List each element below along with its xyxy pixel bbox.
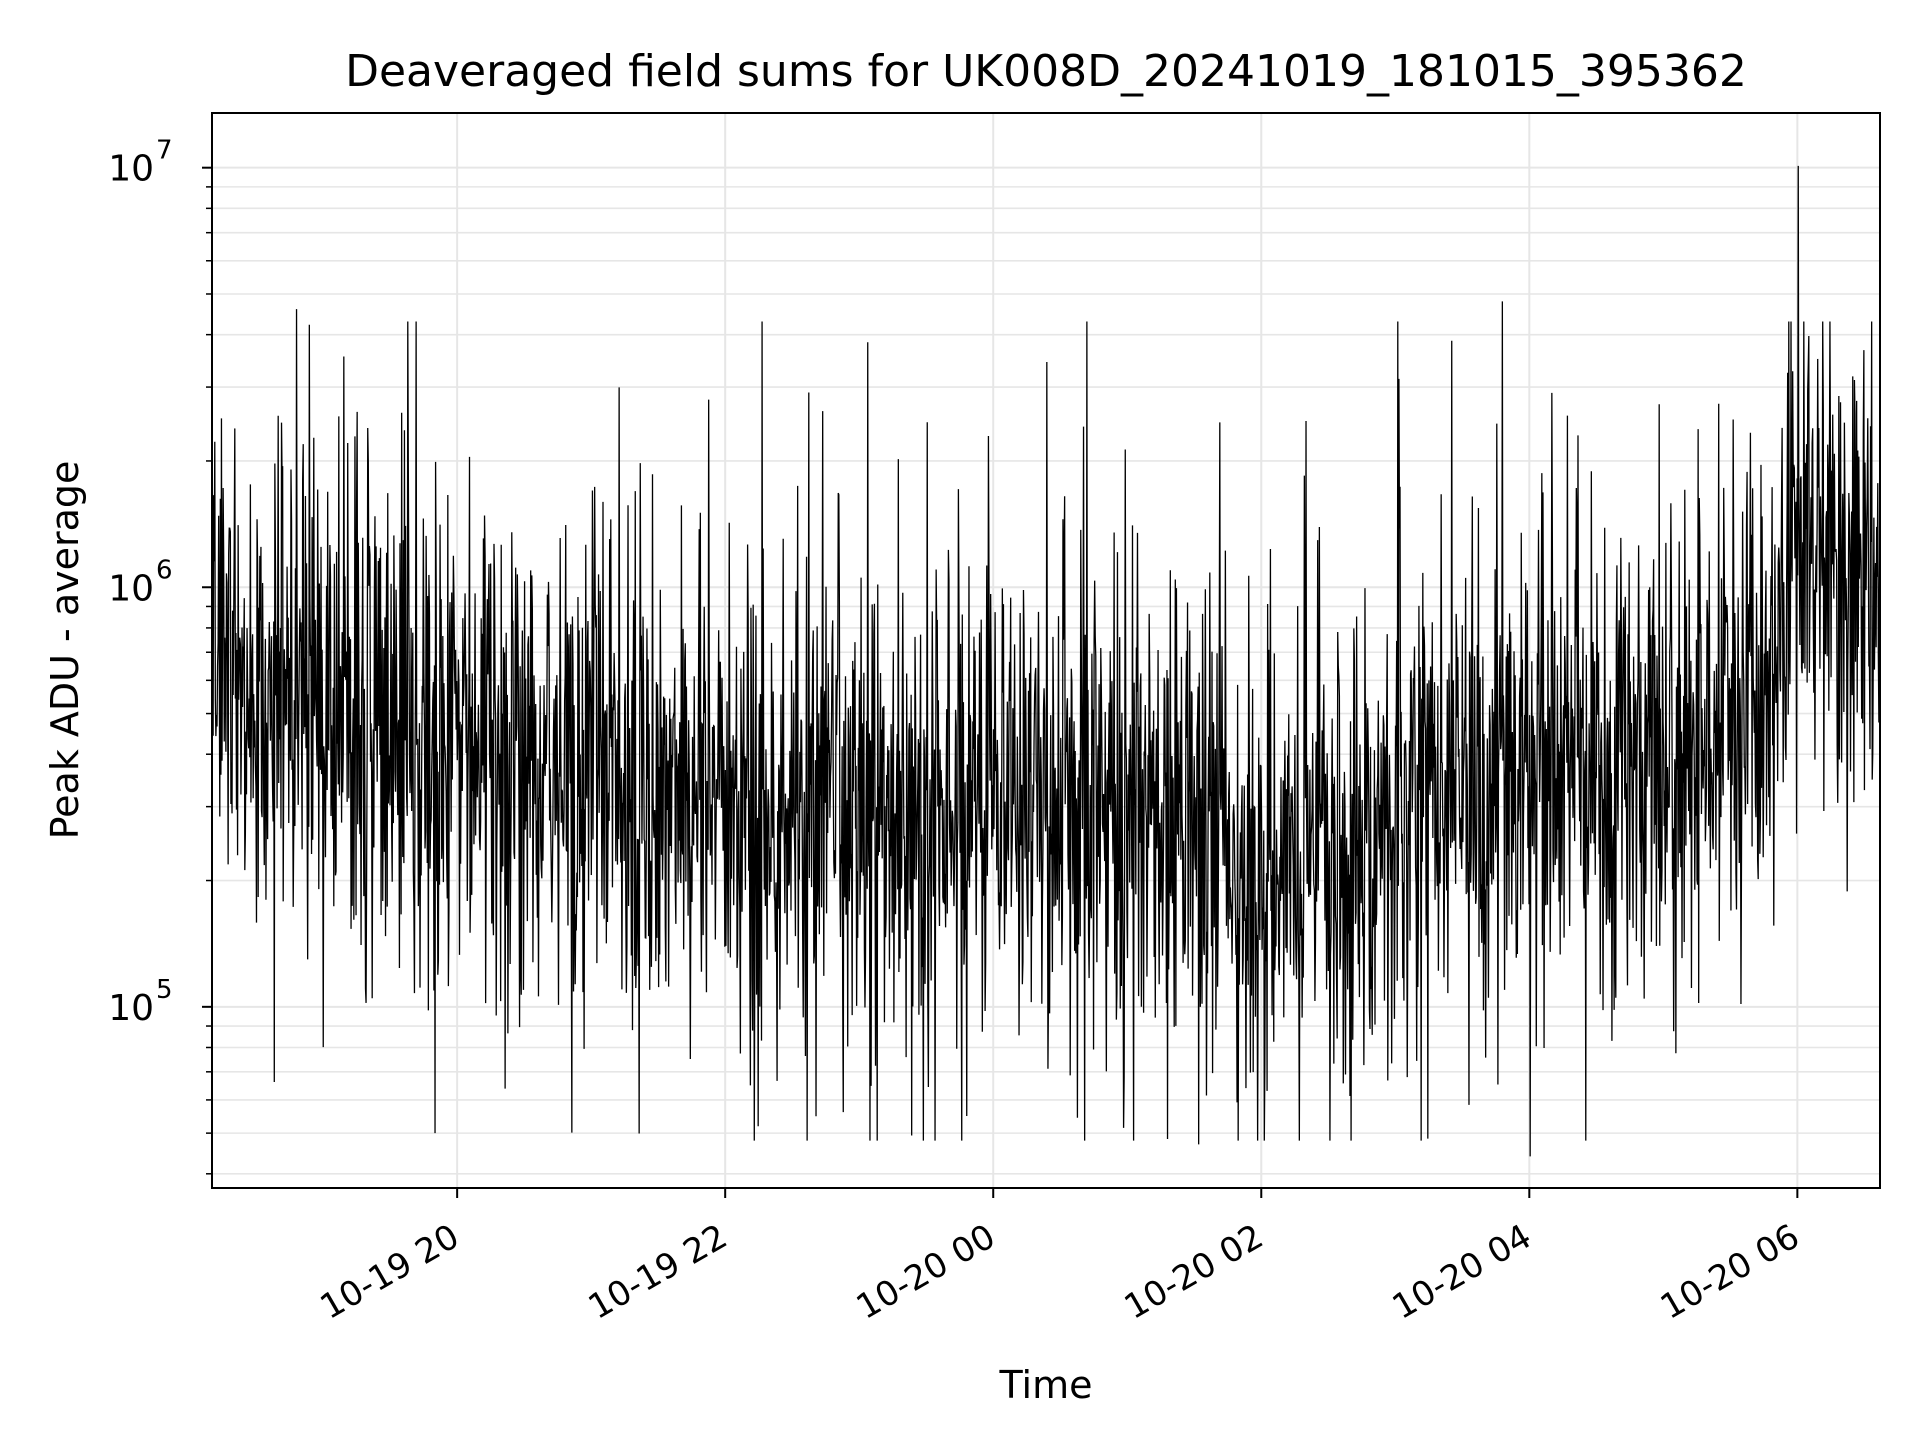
- y-tick-label: 10: [108, 988, 154, 1029]
- series-line: [212, 165, 1880, 1157]
- y-tick-exponent: 7: [156, 136, 173, 166]
- y-tick-label: 10: [108, 149, 154, 190]
- series-layer: [212, 165, 1880, 1157]
- y-tick-exponent: 6: [156, 555, 173, 585]
- x-axis-label: Time: [999, 1363, 1093, 1407]
- y-axis-label: Peak ADU - average: [43, 461, 87, 840]
- chart-title: Deaveraged field sums for UK008D_2024101…: [345, 46, 1747, 97]
- plot-frame: [211, 112, 1881, 1189]
- y-tick-label: 10: [108, 568, 154, 609]
- y-tick-exponent: 5: [156, 975, 173, 1005]
